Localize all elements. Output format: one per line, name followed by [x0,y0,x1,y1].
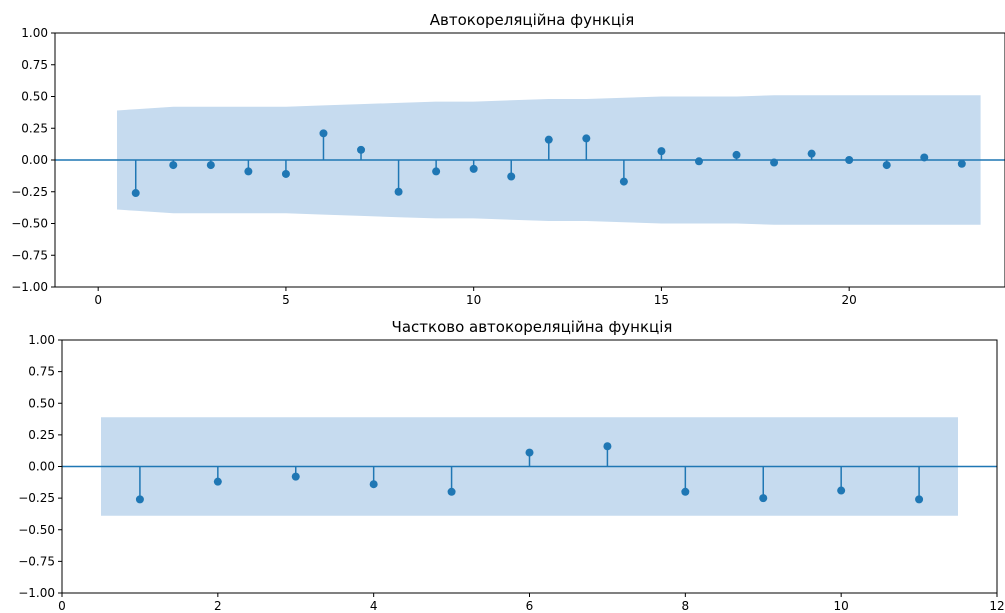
y-tick-label: 1.00 [21,26,48,40]
stem-marker [694,157,703,166]
stem-marker [394,187,403,196]
pacf-axes-frame [61,339,998,594]
y-tick-label: 0.00 [28,460,55,474]
acf-plot-area: 1.00 0.75 0.50 0.25 0.00 −0.25 −0.50 −0.75 −1.00… [11,26,1005,307]
y-tick-label: −0.25 [11,185,48,199]
y-tick-label: −0.50 [11,217,48,231]
stem-marker [432,167,441,176]
stem-marker [603,442,612,451]
y-tick-label: 0.50 [28,396,55,410]
y-tick-label: 0.25 [28,428,55,442]
y-tick-label: 0.25 [21,121,48,135]
acf-subplot: Автокореляційна функція 1.00 0.75 0.50 0.25… [11,11,1005,307]
stem-marker [281,169,290,178]
y-tick-label: −0.75 [18,554,55,568]
stem-marker [619,177,628,186]
stem-marker [845,156,854,164]
stem-marker [837,486,846,495]
x-tick-label: 12 [989,599,1004,613]
stem-marker [732,150,741,159]
stem-marker [213,477,222,486]
x-tick-label: 10 [834,599,849,613]
stem-marker [957,159,966,168]
x-tick-label: 10 [466,293,481,307]
stem-marker [131,189,140,198]
stem-marker [507,172,516,181]
y-tick-label: 0.75 [28,365,55,379]
x-tick-label: 4 [370,599,378,613]
x-tick-label: 15 [654,293,669,307]
y-tick-label: 0.00 [21,153,48,167]
stem-marker [882,161,891,170]
stem-marker [657,147,666,156]
stem-marker [206,161,215,170]
stem-marker [759,494,768,503]
y-tick-label: 1.00 [28,333,55,347]
acf-title: Автокореляційна функція [430,11,634,29]
pacf-title: Частково автокореляційна функція [392,318,673,336]
x-tick-label: 8 [682,599,690,613]
stem-marker [319,129,328,138]
stem-marker [544,135,553,144]
pacf-subplot: Частково автокореляційна функція 1.00 0.7… [18,318,1004,613]
stem-marker [244,167,253,176]
stem-marker [525,448,534,457]
stem-marker [291,472,300,481]
y-tick-label: 0.50 [21,90,48,104]
x-tick-label: 0 [58,599,66,613]
x-tick-label: 0 [94,293,102,307]
stem-marker [920,153,929,162]
stem-marker [681,487,690,496]
stem-marker [915,495,924,504]
y-tick-label: −0.50 [18,523,55,537]
y-tick-label: −1.00 [11,280,48,294]
stem-marker [447,487,456,496]
stem-marker [770,158,779,167]
acf-axes-frame [54,32,1005,288]
stem-marker [357,145,366,154]
y-tick-label: −0.25 [18,491,55,505]
y-tick-label: 0.75 [21,58,48,72]
x-tick-label: 6 [526,599,534,613]
y-tick-label: −1.00 [18,586,55,600]
stem-marker [582,134,591,143]
pacf-plot-area: 1.00 0.75 0.50 0.25 0.00 −0.25 −0.50 −0.75 −1.00… [18,333,1004,613]
stem-marker [135,495,144,504]
stem-marker [169,161,178,170]
x-tick-label: 2 [214,599,222,613]
stem-marker [807,149,816,158]
stem-marker [469,164,478,173]
stem-marker [369,480,378,489]
x-tick-label: 5 [282,293,290,307]
y-tick-label: −0.75 [11,248,48,262]
x-tick-label: 20 [842,293,857,307]
